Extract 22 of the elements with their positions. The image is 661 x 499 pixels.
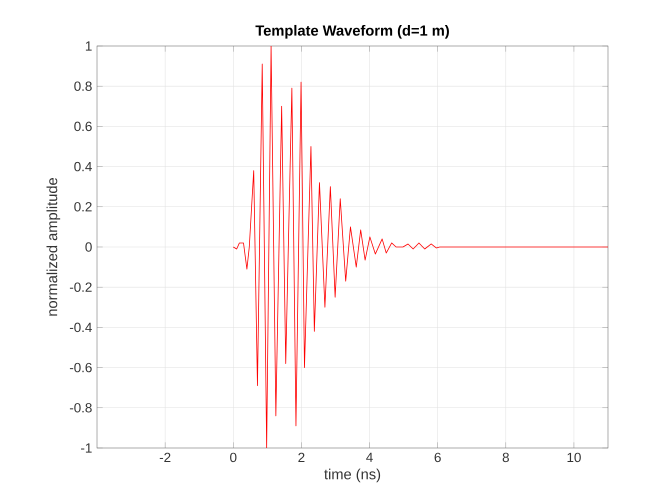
y-tick-label: 0.6 <box>74 122 92 132</box>
line-series <box>232 46 608 448</box>
y-tick-label: -1 <box>81 443 92 453</box>
y-axis-title: normalized amplitude <box>46 178 60 316</box>
y-tick-label: 0.8 <box>74 81 92 91</box>
x-tick-label: 4 <box>366 452 373 462</box>
chart-title: Template Waveform (d=1 m) <box>255 24 449 39</box>
x-axis-title: time (ns) <box>324 468 380 482</box>
x-tick-label: 0 <box>230 452 236 462</box>
y-tick-label: -0.6 <box>70 362 92 372</box>
y-tick-label: -0.2 <box>70 282 92 292</box>
y-tick-label: 0.4 <box>74 162 92 172</box>
x-tick-label: -2 <box>160 452 170 462</box>
y-tick-label: -0.4 <box>70 322 92 332</box>
y-tick-label: 0.2 <box>74 202 92 212</box>
y-tick-label: -0.8 <box>70 403 92 412</box>
x-tick-label: 2 <box>298 452 304 462</box>
x-tick-label: 10 <box>568 452 581 462</box>
y-tick-label: 1 <box>86 41 92 51</box>
x-tick-label: 8 <box>502 452 509 462</box>
x-tick-label: 6 <box>434 452 441 462</box>
y-tick-label: 0 <box>85 242 92 252</box>
